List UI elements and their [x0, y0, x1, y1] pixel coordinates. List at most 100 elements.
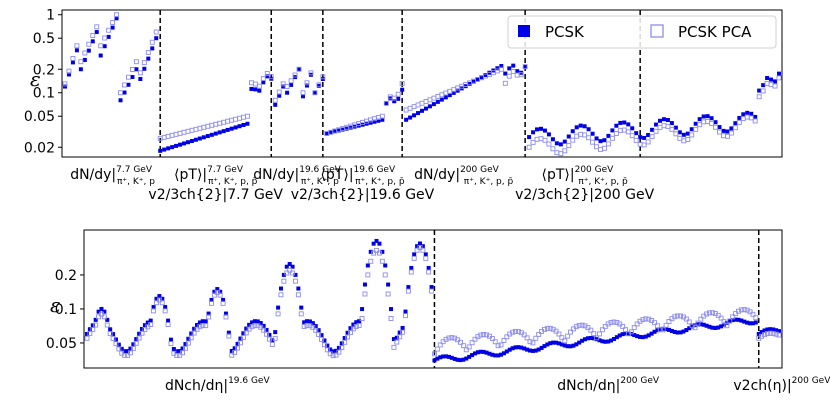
point-pcsk-pca	[268, 74, 274, 80]
point-pcsk	[577, 340, 582, 345]
point-pcsk	[753, 320, 758, 325]
point-pcsk	[516, 345, 521, 350]
point-pcsk	[348, 326, 353, 331]
point-pcsk-pca	[252, 81, 258, 87]
point-pcsk-pca	[272, 97, 278, 103]
point-pcsk	[201, 135, 206, 140]
point-pcsk-pca	[704, 311, 710, 317]
point-pcsk	[571, 343, 576, 348]
point-pcsk	[348, 125, 353, 130]
point-pcsk	[681, 329, 686, 334]
point-pcsk	[452, 356, 457, 361]
point-pcsk-pca	[110, 20, 116, 25]
point-pcsk-pca	[504, 334, 510, 340]
point-pcsk-pca	[510, 69, 516, 74]
point-pcsk-pca	[249, 324, 255, 330]
point-pcsk-pca	[458, 339, 463, 345]
point-pcsk-pca	[634, 321, 640, 327]
point-pcsk	[597, 338, 602, 343]
point-pcsk	[777, 71, 781, 76]
point-pcsk-pca	[574, 133, 580, 139]
point-pcsk	[111, 332, 116, 337]
point-pcsk-pca	[701, 119, 707, 125]
point-pcsk-pca	[498, 66, 504, 72]
point-pcsk	[87, 327, 92, 332]
point-pcsk-pca	[568, 329, 573, 335]
point-pcsk-pca	[136, 335, 142, 341]
point-pcsk	[548, 341, 553, 346]
point-pcsk	[626, 122, 631, 127]
point-pcsk-pca	[82, 50, 88, 56]
point-pcsk	[290, 264, 295, 269]
point-pcsk-pca	[278, 292, 284, 298]
point-pcsk-pca	[685, 137, 691, 142]
point-pcsk-pca	[127, 350, 133, 356]
point-pcsk-pca	[492, 339, 498, 345]
point-pcsk-pca	[405, 288, 411, 294]
point-pcsk-pca	[173, 131, 179, 137]
point-pcsk	[709, 116, 714, 121]
point-pcsk-pca	[542, 326, 547, 332]
point-pcsk-pca	[686, 319, 692, 325]
point-pcsk	[556, 341, 561, 346]
point-pcsk-pca	[518, 72, 524, 78]
point-pcsk	[432, 358, 437, 363]
point-pcsk	[638, 334, 643, 339]
point-pcsk-pca	[330, 353, 336, 359]
point-pcsk	[218, 289, 223, 294]
point-pcsk	[142, 323, 147, 328]
point-pcsk	[122, 90, 127, 95]
point-pcsk-pca	[374, 247, 379, 253]
point-pcsk	[672, 329, 677, 334]
point-pcsk	[611, 336, 616, 341]
point-pcsk-pca	[762, 332, 767, 338]
point-pcsk	[677, 130, 682, 135]
point-pcsk-pca	[200, 323, 206, 328]
point-pcsk	[464, 356, 469, 361]
point-pcsk	[200, 319, 205, 324]
point-pcsk-pca	[640, 317, 646, 323]
point-pcsk-pca	[316, 331, 322, 337]
point-pcsk	[435, 99, 440, 104]
point-pcsk	[759, 330, 764, 335]
point-pcsk-pca	[339, 345, 345, 351]
point-pcsk-pca	[348, 329, 353, 335]
point-pcsk-pca	[391, 344, 397, 350]
point-pcsk	[238, 336, 243, 341]
bottom-series-pcsk	[85, 238, 781, 363]
point-pcsk	[622, 120, 627, 125]
point-pcsk	[527, 135, 532, 140]
point-pcsk-pca	[394, 339, 400, 345]
point-pcsk	[673, 125, 678, 130]
point-pcsk	[655, 328, 660, 333]
point-pcsk	[757, 88, 762, 93]
point-pcsk	[281, 84, 286, 89]
point-pcsk-pca	[185, 128, 191, 134]
point-pcsk-pca	[165, 133, 171, 139]
point-pcsk	[773, 79, 778, 84]
point-pcsk	[151, 304, 156, 309]
point-pcsk	[643, 334, 648, 339]
point-pcsk	[447, 93, 452, 98]
point-pcsk	[365, 263, 370, 268]
point-pcsk	[585, 336, 590, 341]
point-pcsk-pca	[764, 80, 770, 86]
y-tick-label: 0.1	[55, 302, 77, 318]
point-pcsk	[223, 311, 228, 316]
point-pcsk	[490, 352, 495, 357]
point-pcsk	[546, 132, 551, 137]
point-pcsk	[241, 123, 246, 128]
point-pcsk	[372, 119, 377, 124]
point-pcsk-pca	[403, 107, 409, 113]
point-pcsk	[264, 327, 269, 332]
point-pcsk-pca	[578, 131, 584, 137]
point-pcsk	[687, 326, 692, 331]
point-pcsk-pca	[582, 132, 588, 138]
point-pcsk-pca	[744, 114, 750, 120]
point-pcsk	[339, 341, 344, 346]
point-pcsk-pca	[388, 316, 394, 321]
point-pcsk-pca	[107, 331, 113, 337]
point-pcsk	[66, 72, 71, 77]
point-pcsk	[130, 75, 135, 80]
point-pcsk	[400, 87, 405, 92]
